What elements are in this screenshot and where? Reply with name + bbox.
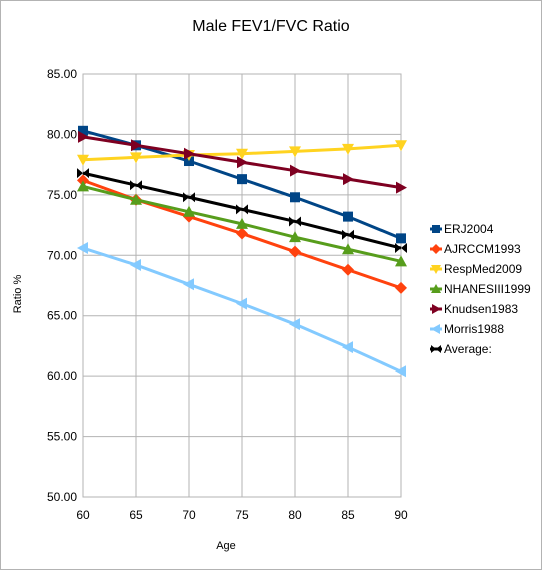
data-point [184, 156, 194, 167]
data-point [237, 156, 248, 169]
legend-entry: Morris1988 [430, 322, 504, 336]
data-point [236, 297, 247, 310]
data-point [183, 192, 195, 203]
data-point [342, 341, 353, 354]
data-point [290, 192, 300, 203]
data-point [77, 180, 89, 192]
y-tick-label: 65.00 [47, 309, 77, 323]
data-point [236, 227, 248, 240]
data-point [130, 258, 141, 271]
data-point [289, 318, 300, 331]
data-point [342, 143, 354, 155]
data-point [343, 173, 354, 186]
legend-label: RespMed2009 [444, 262, 522, 276]
legend-marker [431, 324, 440, 334]
data-point [342, 243, 354, 255]
x-tick-label: 90 [394, 508, 408, 522]
data-point [184, 147, 195, 160]
legend-label: Average: [444, 342, 492, 356]
data-point [236, 204, 248, 215]
legend-marker [431, 284, 441, 293]
y-tick-label: 75.00 [47, 188, 77, 202]
legend-marker [432, 304, 441, 314]
data-point [130, 193, 142, 205]
legend-label: NHANESIII1999 [444, 282, 531, 296]
data-point [290, 164, 301, 177]
data-point [343, 211, 353, 222]
x-tick-label: 75 [235, 508, 249, 522]
data-point [396, 181, 407, 194]
data-point [183, 205, 195, 217]
data-point [396, 233, 406, 244]
series-knudsen1983 [78, 130, 407, 194]
data-point [77, 174, 89, 187]
data-point [236, 148, 248, 160]
x-tick-label: 60 [76, 508, 90, 522]
legend-marker [431, 244, 441, 254]
y-tick-label: 85.00 [47, 67, 77, 81]
x-tick-label: 85 [341, 508, 355, 522]
legend: ERJ2004 AJRCCM1993 RespMed2009 NHANESIII199… [430, 222, 531, 356]
data-point [77, 154, 89, 166]
data-point [342, 229, 354, 240]
data-point [131, 139, 142, 152]
data-point [342, 263, 354, 276]
y-tick-label: 80.00 [47, 127, 77, 141]
data-point [236, 217, 248, 229]
legend-entry: RespMed2009 [430, 262, 522, 276]
data-point [78, 130, 89, 143]
legend-marker [432, 225, 440, 233]
grid [82, 73, 402, 498]
legend-marker [431, 265, 441, 274]
legend-label: Knudsen1983 [444, 302, 518, 316]
data-point [78, 125, 88, 136]
legend-entry: Knudsen1983 [430, 302, 518, 316]
data-point [289, 245, 301, 258]
x-axis-label: Age [216, 540, 236, 552]
axes: 50.00 55.00 60.00 65.00 70.00 75.00 80.00 85.00… [47, 67, 408, 522]
data-point [130, 180, 142, 191]
y-tick-label: 55.00 [47, 430, 77, 444]
data-point [289, 146, 301, 158]
data-point [395, 281, 407, 294]
data-point [395, 255, 407, 267]
series-nhanesiii1999 [77, 180, 407, 267]
x-tick-label: 70 [182, 508, 196, 522]
legend-label: Morris1988 [444, 322, 504, 336]
data-point [395, 365, 406, 378]
series-layer [77, 125, 407, 378]
legend-label: ERJ2004 [444, 222, 494, 236]
series-morris1988 [77, 242, 406, 378]
data-point [130, 152, 142, 164]
data-point [395, 243, 407, 254]
data-point [237, 174, 247, 185]
x-tick-label: 80 [288, 508, 302, 522]
data-point [289, 216, 301, 227]
legend-label: AJRCCM1993 [444, 242, 521, 256]
legend-entry: ERJ2004 [430, 222, 494, 236]
data-point [395, 140, 407, 152]
series-average [77, 168, 407, 254]
legend-entry: AJRCCM1993 [430, 242, 521, 256]
data-point [183, 278, 194, 291]
x-tick-label: 65 [129, 508, 143, 522]
data-point [289, 231, 301, 243]
legend-entry: NHANESIII1999 [430, 282, 531, 296]
chart-title: Male FEV1/FVC Ratio [192, 18, 350, 35]
y-tick-label: 70.00 [47, 248, 77, 262]
y-tick-label: 50.00 [47, 490, 77, 504]
data-point [77, 242, 88, 255]
data-point [77, 168, 89, 179]
y-tick-label: 60.00 [47, 369, 77, 383]
legend-marker [431, 345, 441, 353]
legend-entry: Average: [430, 342, 492, 356]
